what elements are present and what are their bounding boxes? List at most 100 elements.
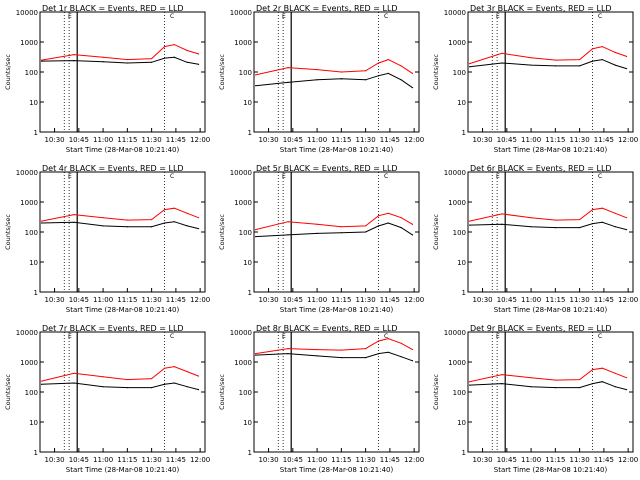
panel-title: Det 5r BLACK = Events, RED = LLD <box>256 164 398 173</box>
data-point-events <box>151 226 153 228</box>
y-tick-label: 10 <box>243 99 252 107</box>
y-axis-label: Counts/sec <box>432 374 440 410</box>
panel-title: Det 8r BLACK = Events, RED = LLD <box>256 324 398 333</box>
data-point-lld <box>197 217 200 219</box>
y-tick-label: 1 <box>248 289 252 297</box>
y-tick-label: 1000 <box>448 39 466 47</box>
data-point-events <box>102 61 104 63</box>
data-point-events <box>501 383 503 385</box>
data-point-lld <box>186 49 188 52</box>
data-point-events <box>151 61 153 63</box>
x-tick-label: 11:45 <box>166 296 186 304</box>
data-point-events <box>197 227 200 230</box>
x-tick-label: 10:45 <box>497 456 517 464</box>
data-point-events <box>197 63 200 65</box>
y-axis-label: Counts/sec <box>4 374 12 410</box>
data-point-lld <box>377 62 380 64</box>
data-point-events <box>255 85 257 87</box>
series-events <box>41 221 199 230</box>
data-point-events <box>579 227 581 229</box>
data-point-lld <box>287 67 289 69</box>
x-tick-label: 10:30 <box>472 296 492 304</box>
legend-marker-c: C <box>170 173 174 180</box>
data-point-events <box>126 387 128 389</box>
data-point-lld <box>411 223 414 225</box>
data-point-lld <box>554 219 556 221</box>
plot-frame <box>39 171 206 293</box>
data-point-events <box>287 234 289 236</box>
x-tick-label: 10:45 <box>497 296 517 304</box>
series-lld <box>469 367 627 383</box>
data-point-events <box>41 60 43 62</box>
x-tick-label: 10:30 <box>472 136 492 144</box>
x-axis-label: Start Time (28-Mar-08 10:21:40) <box>280 306 394 314</box>
y-tick-label: 100 <box>453 229 466 237</box>
data-point-lld <box>102 56 104 58</box>
x-tick-label: 10:30 <box>44 296 64 304</box>
x-tick-label: 10:30 <box>258 456 278 464</box>
data-point-lld <box>173 43 175 46</box>
y-tick-label: 10000 <box>230 329 252 337</box>
data-point-events <box>601 58 603 61</box>
data-point-events <box>340 232 342 234</box>
x-tick-label: 11:45 <box>594 296 614 304</box>
data-point-lld <box>41 380 43 382</box>
data-point-events <box>554 387 556 389</box>
data-point-lld <box>400 217 402 219</box>
data-point-lld <box>151 57 153 60</box>
y-tick-label: 100 <box>239 229 252 237</box>
y-tick-label: 1 <box>248 129 252 137</box>
x-tick-label: 11:30 <box>570 296 590 304</box>
series-events <box>469 59 627 70</box>
data-point-lld <box>340 226 342 228</box>
x-tick-label: 11:30 <box>142 136 162 144</box>
data-point-lld <box>126 378 128 381</box>
data-point-events <box>102 386 104 388</box>
y-tick-label: 1000 <box>20 199 38 207</box>
legend-marker-e: E <box>68 13 72 20</box>
x-axis-label: Start Time (28-Mar-08 10:21:40) <box>280 466 394 474</box>
x-tick-label: 11:00 <box>521 456 541 464</box>
data-point-lld <box>41 220 43 222</box>
x-tick-label: 11:45 <box>380 456 400 464</box>
x-tick-label: 10:45 <box>497 136 517 144</box>
legend-marker-c: C <box>384 333 388 340</box>
y-tick-label: 1000 <box>20 39 38 47</box>
data-point-events <box>126 62 128 64</box>
data-point-events <box>400 356 402 358</box>
data-point-lld <box>614 212 616 214</box>
data-point-events <box>501 62 503 64</box>
data-point-lld <box>530 377 532 379</box>
data-point-events <box>387 351 389 353</box>
data-point-lld <box>591 208 594 211</box>
y-tick-label: 10000 <box>230 9 252 17</box>
data-point-events <box>173 56 175 58</box>
y-tick-label: 1 <box>248 449 252 457</box>
x-tick-label: 11:00 <box>521 296 541 304</box>
x-tick-label: 10:45 <box>69 136 89 144</box>
series-lld <box>469 207 627 222</box>
plot-frame <box>39 331 206 453</box>
y-tick-label: 1 <box>34 129 38 137</box>
legend-marker-e: E <box>282 333 286 340</box>
data-point-lld <box>365 347 367 350</box>
data-point-events <box>126 226 128 228</box>
x-tick-label: 11:45 <box>166 456 186 464</box>
data-point-events <box>625 67 628 70</box>
data-point-lld <box>163 208 166 211</box>
x-tick-label: 10:45 <box>283 456 303 464</box>
x-tick-label: 11:30 <box>570 136 590 144</box>
data-point-lld <box>186 212 188 214</box>
data-point-events <box>163 222 166 224</box>
data-point-lld <box>255 74 257 76</box>
x-axis-label: Start Time (28-Mar-08 10:21:40) <box>66 306 180 314</box>
x-tick-label: 12:00 <box>190 456 210 464</box>
y-tick-label: 100 <box>25 229 38 237</box>
data-point-lld <box>73 214 75 216</box>
x-tick-label: 11:15 <box>545 456 565 464</box>
series-events <box>255 351 413 362</box>
y-axis-label: Counts/sec <box>4 214 12 250</box>
y-tick-label: 100 <box>239 69 252 77</box>
data-point-lld <box>501 52 503 54</box>
